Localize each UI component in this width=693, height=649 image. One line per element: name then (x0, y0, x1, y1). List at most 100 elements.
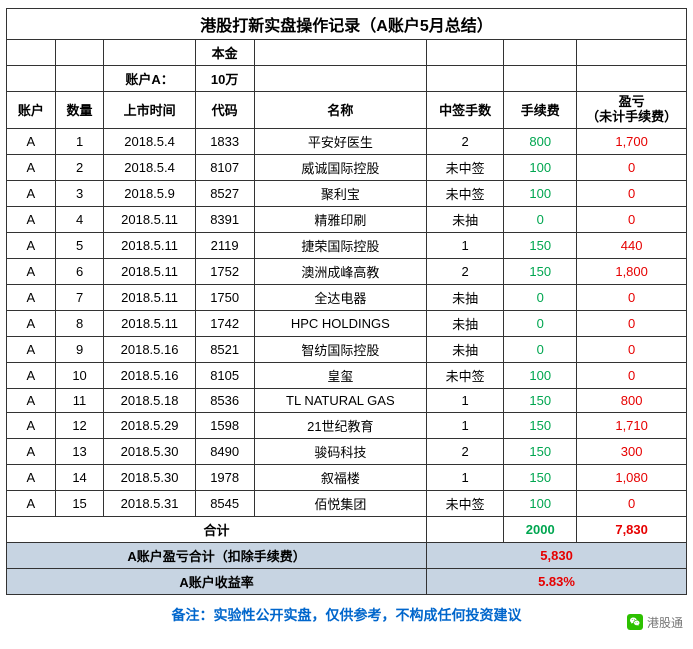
cell-pnl: 0 (577, 336, 687, 362)
cell-fee: 100 (504, 362, 577, 388)
col-fee: 手续费 (504, 92, 577, 129)
net-row: A账户盈亏合计（扣除手续费） 5,830 (7, 542, 687, 568)
cell-fee: 0 (504, 206, 577, 232)
table-row: A152018.5.318545佰悦集团未中签1000 (7, 490, 687, 516)
principal-value: 10万 (195, 66, 254, 92)
cell-name: 骏码科技 (254, 438, 427, 464)
cell-date: 2018.5.29 (104, 412, 195, 438)
cell-fee: 0 (504, 284, 577, 310)
cell-pnl: 1,710 (577, 412, 687, 438)
yield-label: A账户收益率 (7, 568, 427, 594)
cell-num: 5 (55, 232, 104, 258)
cell-fee: 150 (504, 232, 577, 258)
cell-lots: 2 (427, 438, 504, 464)
account-label: 账户A： (104, 66, 195, 92)
cell-date: 2018.5.11 (104, 284, 195, 310)
cell-pnl: 0 (577, 180, 687, 206)
cell-lots: 未抽 (427, 284, 504, 310)
watermark-text: 港股通 (647, 614, 683, 631)
cell-account: A (7, 388, 56, 412)
cell-account: A (7, 154, 56, 180)
table-row: A22018.5.48107威诚国际控股未中签1000 (7, 154, 687, 180)
cell-date: 2018.5.16 (104, 336, 195, 362)
totals-label: 合计 (7, 516, 427, 542)
table-row: A62018.5.111752澳洲成峰高教21501,800 (7, 258, 687, 284)
cell-date: 2018.5.16 (104, 362, 195, 388)
cell-code: 1750 (195, 284, 254, 310)
cell-name: 皇玺 (254, 362, 427, 388)
cell-account: A (7, 412, 56, 438)
cell-name: HPC HOLDINGS (254, 310, 427, 336)
table-row: A132018.5.308490骏码科技2150300 (7, 438, 687, 464)
cell-lots: 未抽 (427, 206, 504, 232)
cell-num: 12 (55, 412, 104, 438)
cell-num: 9 (55, 336, 104, 362)
table-row: A42018.5.118391精雅印刷未抽00 (7, 206, 687, 232)
cell-num: 11 (55, 388, 104, 412)
cell-num: 7 (55, 284, 104, 310)
cell-pnl: 0 (577, 284, 687, 310)
account-meta-row: 账户A： 10万 (7, 66, 687, 92)
cell-pnl: 1,800 (577, 258, 687, 284)
net-label: A账户盈亏合计（扣除手续费） (7, 542, 427, 568)
table-row: A12018.5.41833平安好医生28001,700 (7, 128, 687, 154)
col-date: 上市时间 (104, 92, 195, 129)
col-lots: 中签手数 (427, 92, 504, 129)
cell-name: 威诚国际控股 (254, 154, 427, 180)
cell-fee: 100 (504, 180, 577, 206)
table-row: A112018.5.188536TL NATURAL GAS1150800 (7, 388, 687, 412)
cell-account: A (7, 362, 56, 388)
table-row: A102018.5.168105皇玺未中签1000 (7, 362, 687, 388)
table-container: 港股打新实盘操作记录（A账户5月总结） 本金 账户A： 10万 账户 数量 上市… (0, 0, 693, 649)
cell-num: 15 (55, 490, 104, 516)
cell-account: A (7, 232, 56, 258)
cell-name: 智纺国际控股 (254, 336, 427, 362)
cell-pnl: 0 (577, 490, 687, 516)
cell-pnl: 0 (577, 310, 687, 336)
cell-code: 8536 (195, 388, 254, 412)
wechat-icon (627, 614, 643, 630)
cell-num: 4 (55, 206, 104, 232)
cell-name: 捷荣国际控股 (254, 232, 427, 258)
cell-account: A (7, 490, 56, 516)
cell-lots: 未中签 (427, 154, 504, 180)
cell-code: 1742 (195, 310, 254, 336)
cell-lots: 2 (427, 258, 504, 284)
col-account: 账户 (7, 92, 56, 129)
cell-code: 8391 (195, 206, 254, 232)
cell-code: 1598 (195, 412, 254, 438)
page-title: 港股打新实盘操作记录（A账户5月总结） (7, 9, 687, 40)
cell-num: 1 (55, 128, 104, 154)
cell-code: 8527 (195, 180, 254, 206)
cell-name: 精雅印刷 (254, 206, 427, 232)
col-name: 名称 (254, 92, 427, 129)
cell-code: 8490 (195, 438, 254, 464)
cell-code: 8105 (195, 362, 254, 388)
cell-code: 8545 (195, 490, 254, 516)
cell-lots: 1 (427, 232, 504, 258)
cell-pnl: 0 (577, 206, 687, 232)
cell-code: 1978 (195, 464, 254, 490)
cell-num: 2 (55, 154, 104, 180)
cell-fee: 150 (504, 438, 577, 464)
cell-num: 6 (55, 258, 104, 284)
cell-fee: 0 (504, 336, 577, 362)
cell-account: A (7, 180, 56, 206)
cell-account: A (7, 336, 56, 362)
cell-lots: 1 (427, 464, 504, 490)
cell-num: 10 (55, 362, 104, 388)
cell-num: 3 (55, 180, 104, 206)
cell-code: 2119 (195, 232, 254, 258)
col-num: 数量 (55, 92, 104, 129)
cell-date: 2018.5.11 (104, 310, 195, 336)
table-row: A72018.5.111750全达电器未抽00 (7, 284, 687, 310)
footnote: 备注：实验性公开实盘，仅供参考，不构成任何投资建议 (6, 595, 687, 629)
cell-lots: 未抽 (427, 336, 504, 362)
cell-name: 全达电器 (254, 284, 427, 310)
cell-num: 8 (55, 310, 104, 336)
ipo-record-table: 港股打新实盘操作记录（A账户5月总结） 本金 账户A： 10万 账户 数量 上市… (6, 8, 687, 595)
cell-code: 8521 (195, 336, 254, 362)
cell-name: 澳洲成峰高教 (254, 258, 427, 284)
cell-fee: 150 (504, 258, 577, 284)
cell-name: 叙福楼 (254, 464, 427, 490)
